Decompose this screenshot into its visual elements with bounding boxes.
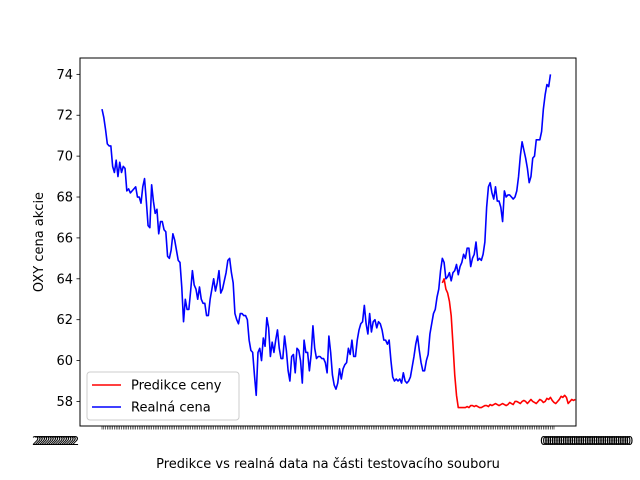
x-tick-label: 2 (41, 434, 49, 448)
x-tick-label: 0 (619, 434, 627, 448)
x-tick-label: 0 (560, 434, 568, 448)
x-tick-label: 0 (582, 434, 590, 448)
y-tick-label: 64 (56, 272, 73, 287)
x-tick-label: 2 (58, 434, 66, 448)
x-tick-label: 2 (45, 434, 53, 448)
x-tick-label: 0 (624, 434, 632, 448)
x-tick-label: 0 (577, 434, 585, 448)
y-tick-label: 68 (56, 191, 73, 206)
legend-label-0: Predikce ceny (131, 379, 222, 394)
x-tick-label: 0 (591, 434, 599, 448)
x-tick-label: 0 (575, 434, 583, 448)
y-tick-label: 58 (56, 395, 73, 410)
x-tick-label: 2 (72, 434, 80, 448)
x-tick-label: 0 (621, 434, 629, 448)
x-tick-label: 0 (555, 434, 563, 448)
x-tick-label: 0 (588, 434, 596, 448)
x-tick-label: 0 (608, 434, 616, 448)
x-tick-label: 0 (542, 434, 550, 448)
x-tick-label: 2 (39, 434, 47, 448)
y-tick-label: 62 (56, 313, 73, 328)
x-tick-label: 0 (602, 434, 610, 448)
x-tick-label: 0 (604, 434, 612, 448)
x-tick-label: 0 (566, 434, 574, 448)
x-tick-label: 2 (43, 434, 51, 448)
series-line-1 (101, 74, 552, 397)
x-tick-label: 0 (610, 434, 618, 448)
x-tick-label: 2 (52, 434, 60, 448)
x-tick-label: 0 (597, 434, 605, 448)
x-tick-label: 0 (613, 434, 621, 448)
x-tick-label: 0 (540, 434, 548, 448)
x-tick-label: 0 (586, 434, 594, 448)
y-tick-label: 70 (56, 150, 73, 165)
y-tick-label: 74 (56, 68, 73, 83)
x-tick-label: 0 (571, 434, 579, 448)
x-tick-label: 2 (50, 434, 58, 448)
x-tick-label: 0 (551, 434, 559, 448)
x-tick-label: 0 (599, 434, 607, 448)
x-tick-label: 2 (54, 434, 62, 448)
y-axis-label: OXY cena akcie (32, 192, 47, 292)
x-tick-label: 0 (593, 434, 601, 448)
x-tick-label: 0 (573, 434, 581, 448)
x-tick-label: 0 (558, 434, 566, 448)
plot-lines (101, 74, 576, 409)
x-tick-label: 2 (65, 434, 73, 448)
x-tick-label: 2 (32, 434, 40, 448)
x-tick-label: 2 (56, 434, 64, 448)
x-tick-label: 0 (580, 434, 588, 448)
x-tick-label: 2 (36, 434, 44, 448)
x-tick-label: 0 (584, 434, 592, 448)
x-tick-label: 0 (553, 434, 561, 448)
x-tick-label: 0 (595, 434, 603, 448)
x-tick-label: 0 (617, 434, 625, 448)
y-tick-label: 60 (56, 354, 73, 369)
x-tick-label: 2 (61, 434, 69, 448)
legend: Predikce ceny Realná cena (86, 371, 240, 421)
x-tick-label: 0 (564, 434, 572, 448)
y-tick-label: 72 (56, 109, 73, 124)
x-tick-label: 0 (547, 434, 555, 448)
x-tick-label: 0 (562, 434, 570, 448)
y-tick-label: 66 (56, 231, 73, 246)
x-tick-label: 0 (626, 434, 634, 448)
x-axis-label: Predikce vs realná data na části testova… (156, 457, 500, 472)
legend-box (86, 371, 240, 421)
y-axis: 58 60 62 64 66 68 70 72 74 (56, 68, 80, 410)
x-tick-label: 2 (34, 434, 42, 448)
x-tick-label: 2 (69, 434, 77, 448)
x-tick-label: 0 (606, 434, 614, 448)
x-tick-label: 2 (63, 434, 71, 448)
x-tick-label: 0 (544, 434, 552, 448)
legend-label-1: Realná cena (131, 401, 211, 416)
x-tick-label: 0 (549, 434, 557, 448)
x-tick-label: 0 (615, 434, 623, 448)
plot-frame (79, 57, 577, 427)
x-tick-label: 2 (47, 434, 55, 448)
x-tick-label: 2 (67, 434, 75, 448)
x-tick-label: 0 (569, 434, 577, 448)
series-line-0 (441, 277, 576, 409)
